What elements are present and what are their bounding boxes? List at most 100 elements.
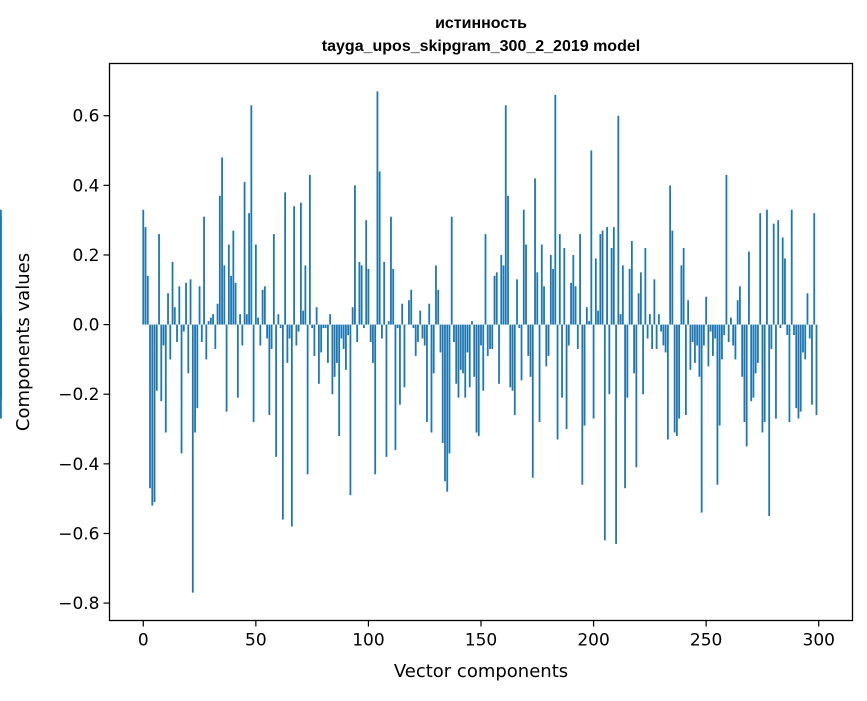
bar — [557, 325, 559, 440]
bar — [482, 325, 484, 391]
bar — [341, 325, 343, 339]
bar — [577, 325, 579, 349]
y-tick-label: 0.6 — [72, 107, 99, 127]
bar — [343, 325, 345, 349]
bar — [223, 265, 225, 324]
x-tick-label: 50 — [245, 631, 267, 651]
bar — [581, 325, 583, 485]
bar — [723, 325, 725, 335]
bar — [503, 265, 505, 324]
bar — [559, 234, 561, 325]
bar — [478, 325, 480, 436]
bar — [640, 272, 642, 324]
bar — [514, 325, 516, 416]
chart-subtitle: tayga_upos_skipgram_300_2_2019 model — [322, 38, 640, 55]
bar — [392, 269, 394, 325]
bar — [527, 325, 529, 356]
bar — [268, 325, 270, 416]
bar — [714, 325, 716, 339]
bar — [719, 325, 721, 426]
bar — [151, 325, 153, 506]
y-tick-label: −0.4 — [58, 455, 99, 475]
bar — [372, 325, 374, 363]
bar — [309, 175, 311, 325]
bar — [516, 279, 518, 324]
bar — [685, 325, 687, 416]
bar — [748, 251, 750, 324]
bar — [246, 314, 248, 324]
bar — [424, 325, 426, 346]
bar — [473, 325, 475, 377]
bar — [626, 325, 628, 398]
bar — [658, 314, 660, 324]
bar — [726, 175, 728, 325]
bar — [496, 272, 498, 324]
bar — [440, 325, 442, 353]
bar — [739, 286, 741, 324]
bar — [415, 325, 417, 356]
bar — [539, 325, 541, 422]
bar — [187, 325, 189, 374]
bar — [156, 325, 158, 391]
bar — [444, 325, 446, 482]
bar — [336, 325, 338, 363]
bar — [354, 185, 356, 324]
bar — [771, 325, 773, 349]
bar — [651, 325, 653, 349]
bar — [755, 325, 757, 374]
bar — [359, 262, 361, 325]
bar — [289, 325, 291, 339]
bar — [419, 311, 421, 325]
bar — [665, 325, 667, 353]
bar — [705, 297, 707, 325]
bar — [295, 325, 297, 346]
bar — [615, 325, 617, 544]
bar — [566, 325, 568, 429]
bar — [334, 325, 336, 377]
bar — [518, 325, 520, 328]
bar — [491, 325, 493, 349]
bar — [298, 325, 300, 332]
bar — [397, 325, 399, 328]
bar — [741, 325, 743, 377]
bar — [667, 325, 669, 440]
bar — [791, 210, 793, 325]
bar — [241, 325, 243, 346]
bar — [214, 325, 216, 349]
bar — [660, 325, 662, 332]
bar — [701, 325, 703, 513]
bar — [196, 325, 198, 409]
bar — [575, 286, 577, 324]
bar — [521, 325, 523, 381]
bar — [798, 325, 800, 419]
bar — [172, 262, 174, 325]
bar — [480, 325, 482, 346]
bar — [257, 318, 259, 325]
bar — [689, 325, 691, 370]
bar — [635, 325, 637, 468]
bar — [422, 325, 424, 339]
bar — [208, 321, 210, 324]
bar — [250, 105, 252, 324]
bar — [809, 325, 811, 339]
bar — [800, 325, 802, 412]
bar — [386, 325, 388, 457]
bar — [507, 196, 509, 325]
bar — [512, 325, 514, 391]
bar — [165, 325, 167, 433]
bar — [721, 325, 723, 360]
bar — [160, 325, 162, 402]
bar — [181, 325, 183, 454]
bar — [674, 325, 676, 433]
bar — [570, 283, 572, 325]
bar — [230, 276, 232, 325]
bar — [401, 304, 403, 325]
bar — [606, 227, 608, 324]
bar — [219, 196, 221, 325]
bar — [413, 325, 415, 328]
bar — [176, 325, 178, 342]
bar — [399, 325, 401, 405]
bar — [712, 325, 714, 356]
bar — [676, 325, 678, 436]
